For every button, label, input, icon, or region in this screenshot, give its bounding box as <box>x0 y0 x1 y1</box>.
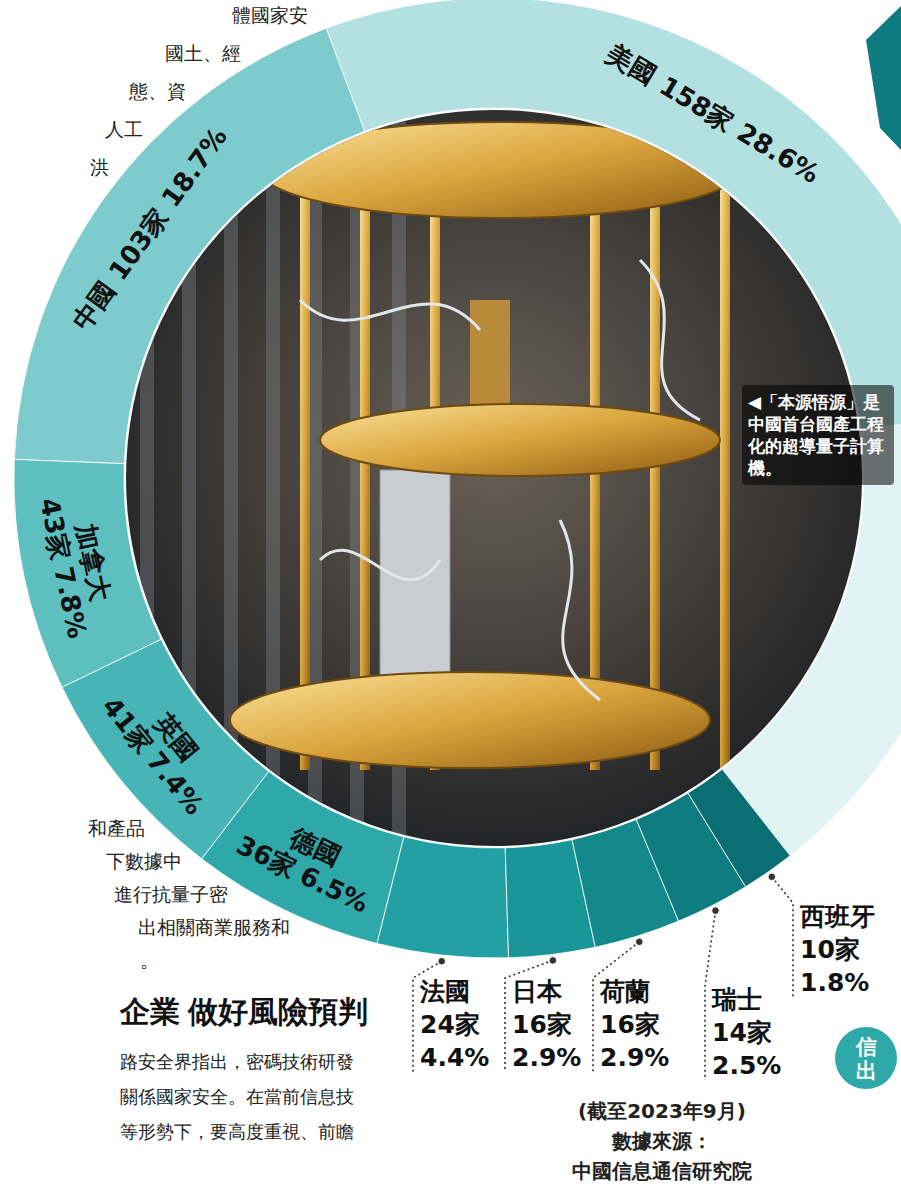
segment-label-text: 41家7.4% <box>96 691 209 820</box>
donut <box>14 0 901 958</box>
value-label: 2.5% <box>712 1051 781 1080</box>
value-label: 7.4% <box>141 746 210 821</box>
photo-stripe <box>308 100 322 880</box>
article-line: 人工 <box>105 118 143 140</box>
article-line: 洪 <box>90 156 109 178</box>
caption-box <box>742 385 894 485</box>
value-label: 2.9% <box>600 1043 669 1072</box>
category-label: 法國 <box>419 977 470 1006</box>
count-label: 36家 <box>232 830 301 884</box>
caption-line: 化的超導量子計算 <box>747 436 884 456</box>
value-label: 2.9% <box>512 1043 581 1072</box>
segment <box>377 837 509 958</box>
source-label: 數據來源： <box>611 1129 712 1153</box>
photo-wire <box>300 300 480 330</box>
category-label: 日本 <box>512 977 563 1006</box>
article-line: 下數據中 <box>106 850 182 872</box>
photo-rod <box>720 150 730 770</box>
segment-label: 美國158家28.6% <box>600 38 824 189</box>
article-line: 體國家安 <box>232 4 308 26</box>
segment <box>14 28 364 463</box>
photo-wire <box>320 550 440 579</box>
count-label: 16家 <box>600 1010 660 1039</box>
article-line: 關係國家安全。在當前信息技 <box>120 1086 354 1107</box>
article-line: 出相關商業服務和 <box>138 916 290 938</box>
article-line: 國土、經 <box>165 42 241 64</box>
page: 美國158家28.6% 中國103家18.7% 加拿大43家7.8% 英國41家7.4… <box>0 0 901 1202</box>
segment <box>326 0 901 430</box>
leader-line <box>772 877 793 997</box>
category-label: 美國 <box>600 38 661 91</box>
segment-label-text: 43家7.8% <box>34 495 92 640</box>
badge-text: 出 <box>856 1059 877 1083</box>
value-label: 1.8% <box>800 968 869 997</box>
decor-shape <box>866 6 901 150</box>
leader-dot <box>438 957 446 965</box>
value-label: 4.4% <box>420 1043 489 1072</box>
segment-label-text: 美國158家28.6% <box>600 38 824 189</box>
article: 體國家安國土、經態、資人工洪和產品下數據中進行抗量子密出相關商業服務和。企業 做… <box>88 4 367 1142</box>
count-label: 14家 <box>712 1018 772 1047</box>
photo-caption: ◀「本源悟源」是中國首台國產工程化的超導量子計算機。 <box>742 385 894 485</box>
photo-wire <box>640 260 700 420</box>
article-line: 進行抗量子密 <box>114 883 228 905</box>
photo-disc <box>230 672 710 768</box>
count-label: 41家 <box>96 691 159 758</box>
badge-circle <box>835 1027 897 1089</box>
caption-line: 中國首台國產工程 <box>748 414 884 434</box>
segment <box>688 769 790 887</box>
source: (截至2023年9月) 數據來源： 中國信息通信研究院 <box>572 1099 752 1183</box>
article-line: 和產品 <box>88 817 145 839</box>
segment-label-text: 36家6.5% <box>232 830 373 919</box>
leader-dot <box>712 907 720 915</box>
date-note: (截至2023年9月) <box>578 1099 746 1123</box>
segment-label: 德國36家6.5% <box>232 803 386 919</box>
value-label: 6.5% <box>295 860 373 918</box>
leader-dot <box>549 957 557 965</box>
count-label: 103家 <box>103 203 174 286</box>
badge: 信出 <box>835 1027 897 1089</box>
segment-label: 加拿大43家7.8% <box>34 489 122 641</box>
category-label: 西班牙 <box>799 902 875 931</box>
segment-label: 英國41家7.4% <box>96 672 232 820</box>
value-label: 18.7% <box>156 122 233 213</box>
category-label: 荷蘭 <box>599 977 650 1006</box>
count-label: 10家 <box>800 935 860 964</box>
source-text: 中國信息通信研究院 <box>572 1159 752 1183</box>
badge-text: 信 <box>855 1035 877 1059</box>
value-label: 28.6% <box>732 117 825 189</box>
category-label: 瑞士 <box>711 985 762 1014</box>
caption-line: 機。 <box>747 458 782 478</box>
caption-line: ◀「本源悟源」是 <box>748 392 880 412</box>
value-label: 7.8% <box>48 564 92 641</box>
leader-dot <box>768 873 776 881</box>
count-label: 16家 <box>512 1010 572 1039</box>
photo-wire <box>560 520 600 700</box>
count-label: 24家 <box>420 1010 480 1039</box>
photo-disc <box>320 404 720 476</box>
category-label: 中國 <box>66 276 121 336</box>
photo-rod <box>300 150 310 770</box>
article-line: 路安全界指出，密碼技術研發 <box>120 1051 354 1072</box>
labels: 美國158家28.6% 中國103家18.7% 加拿大43家7.8% 英國41家7.4… <box>34 38 875 1080</box>
article-heading: 企業 做好風險預判 <box>119 995 368 1028</box>
photo-stripe <box>266 100 280 880</box>
segment-label-text: 中國103家18.7% <box>66 122 232 336</box>
count-label: 43家 <box>34 495 76 562</box>
article-line: 態、資 <box>128 80 186 102</box>
article-line: 等形勢下，要高度重視、前瞻 <box>120 1121 354 1142</box>
leader-dot <box>636 938 644 946</box>
article-line: 。 <box>140 949 159 971</box>
count-label: 158家 <box>654 70 738 137</box>
caption-text: ◀「本源悟源」是中國首台國產工程化的超導量子計算機。 <box>747 392 884 478</box>
segment-label: 中國103家18.7% <box>66 122 232 336</box>
